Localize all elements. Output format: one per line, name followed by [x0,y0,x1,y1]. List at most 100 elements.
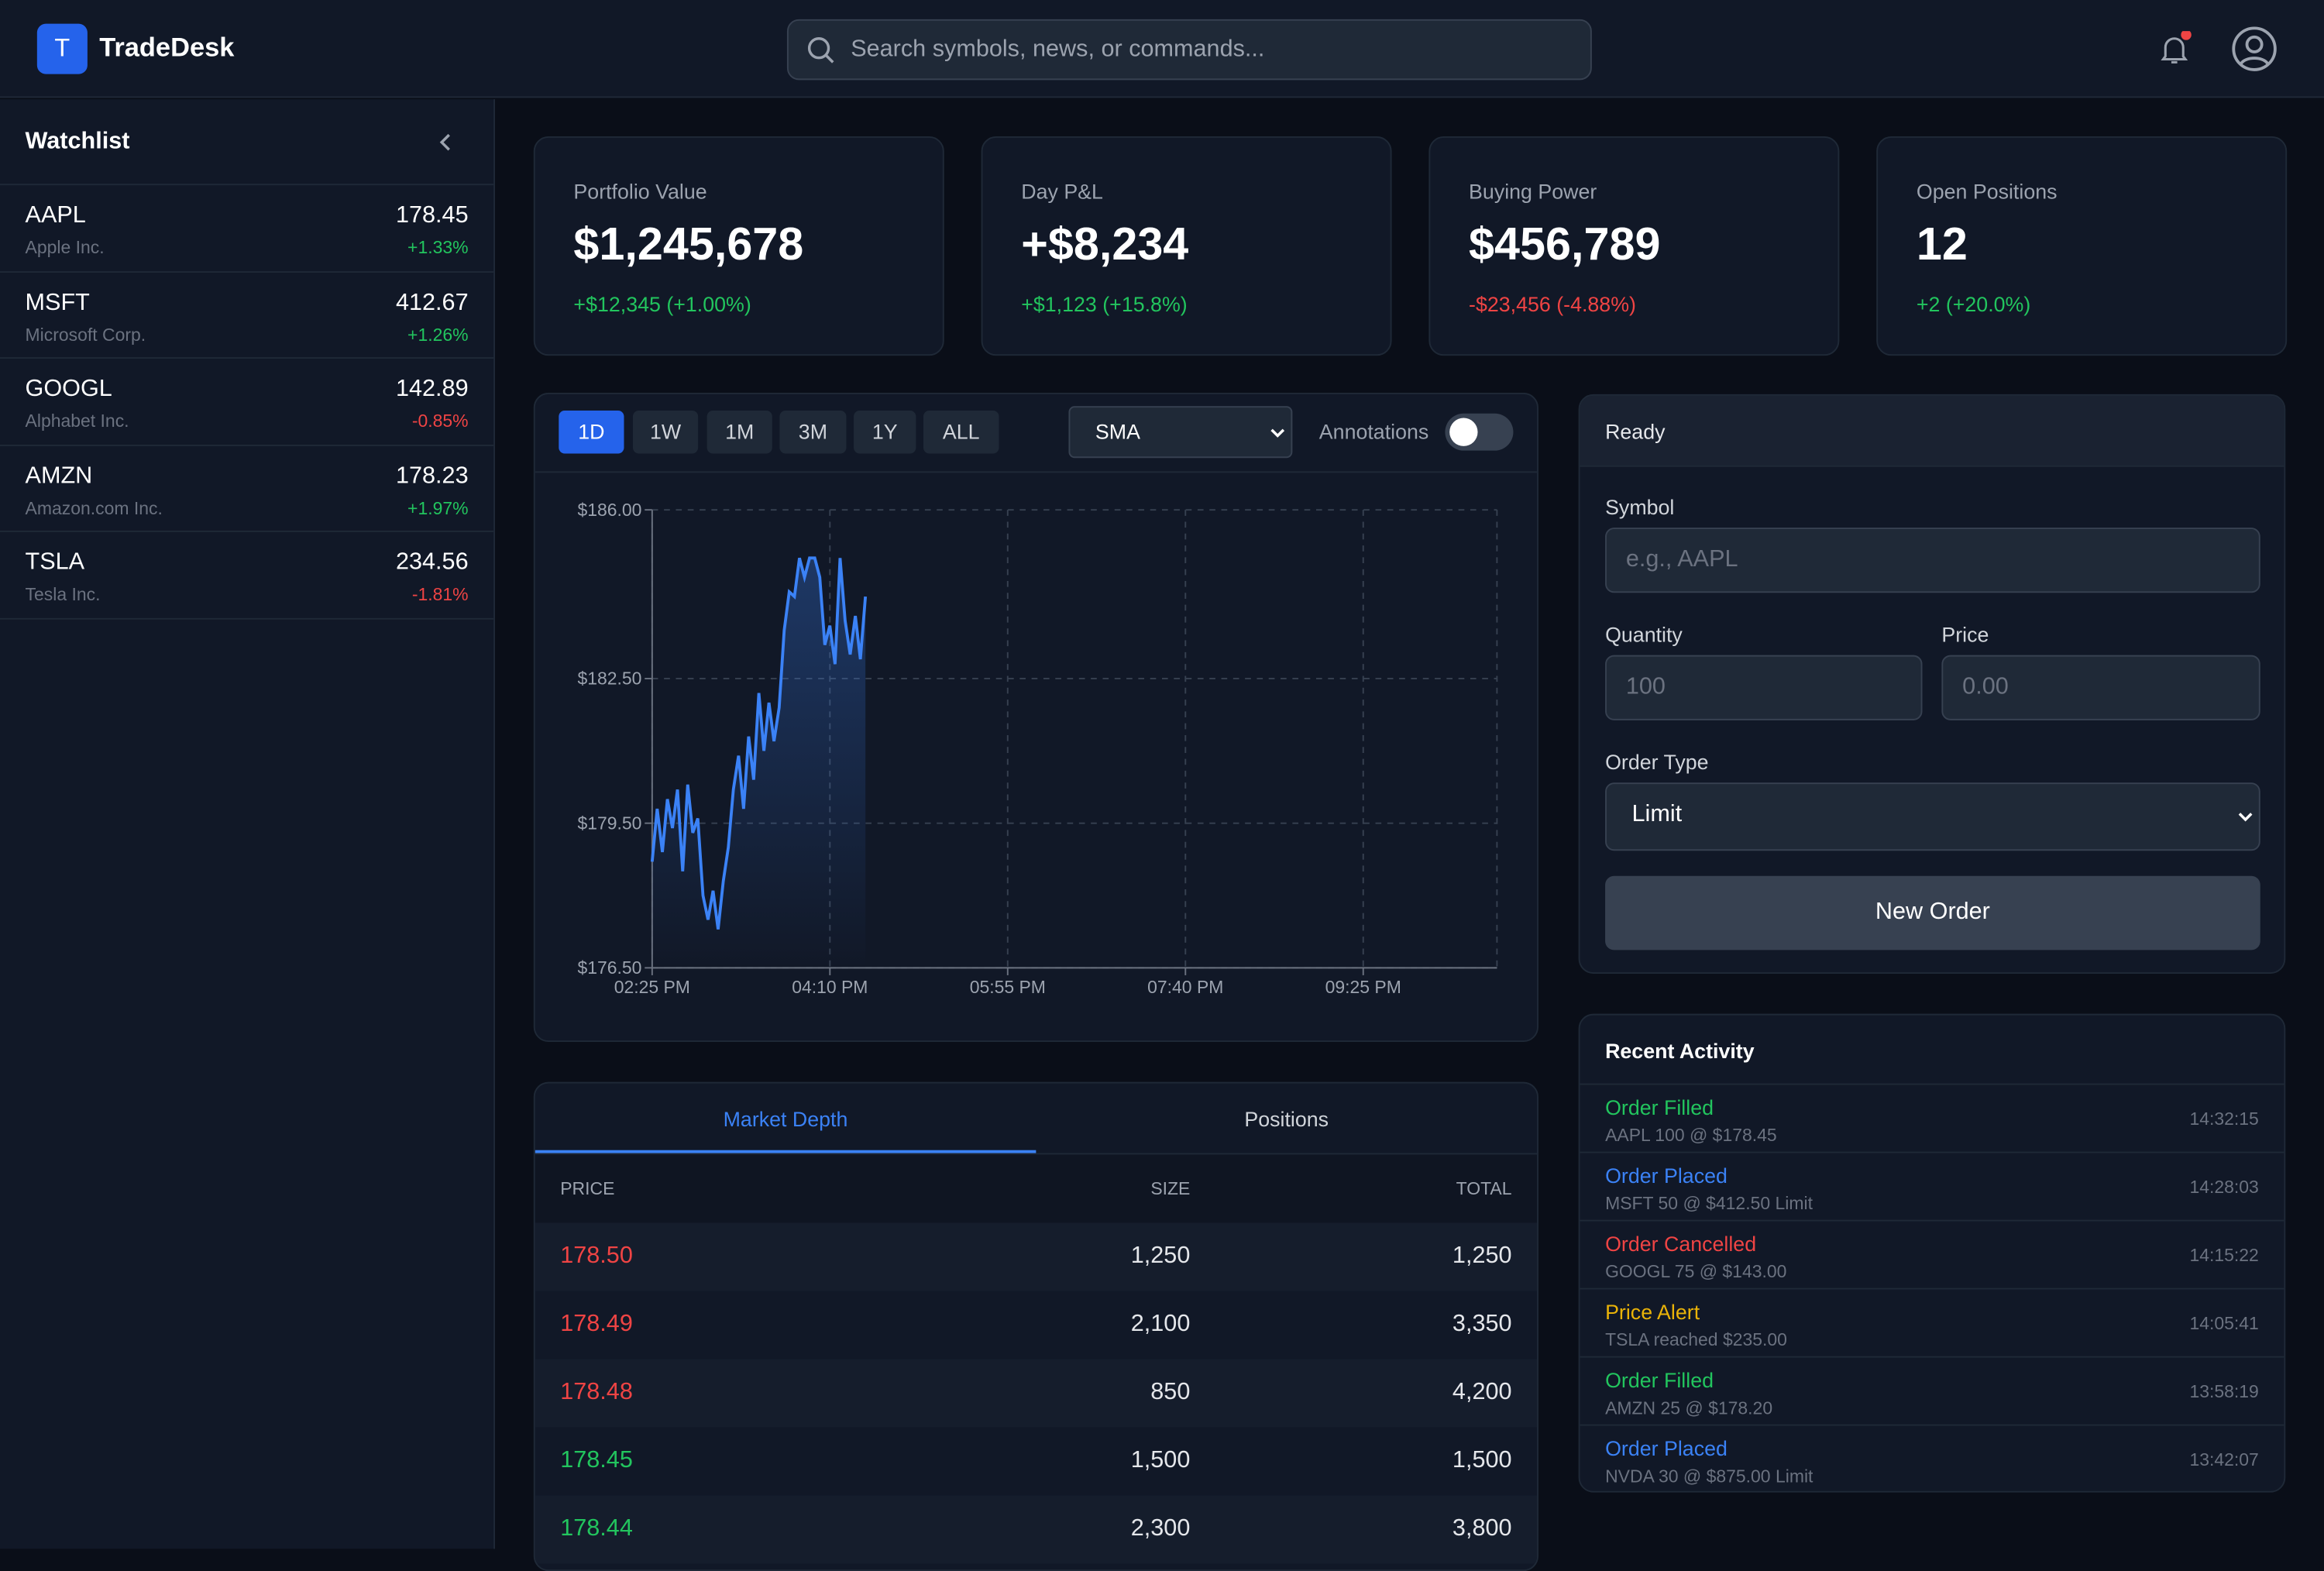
activity-title: Order Placed [1605,1436,1728,1460]
stat-change: +$12,345 (+1.00%) [573,292,904,316]
recent-activity-panel: Recent Activity Order Filled AAPL 100 @ … [1579,1014,2286,1493]
watchlist-sidebar: Watchlist AAPL Apple Inc. 178.45 +1.33% … [0,99,495,1549]
app-title: TradeDesk [99,33,234,64]
stat-value: $456,789 [1469,218,1800,271]
depth-row: 178.48 850 4,200 [535,1359,1537,1427]
change: -1.81% [412,584,469,605]
price-area [652,558,865,968]
chevron-down-icon [1270,427,1285,438]
price-input[interactable]: 0.00 [1941,655,2260,720]
watchlist-header: Watchlist [0,99,493,185]
activity-detail: AMZN 25 @ $178.20 [1605,1397,1772,1418]
stat-value: +$8,234 [1021,218,1352,271]
y-tick-label: $186.00 [578,500,642,520]
depth-price: 178.45 [560,1448,923,1474]
x-tick-label: 05:55 PM [970,977,1046,997]
depth-size: 1,250 [923,1243,1190,1270]
quantity-label: Quantity [1605,623,1683,647]
symbol: GOOGL [26,376,112,403]
market-depth-panel: Market Depth Positions PRICE SIZE TOTAL … [534,1082,1538,1571]
activity-item[interactable]: Order Filled AMZN 25 @ $178.20 13:58:19 [1580,1358,2284,1426]
search-input[interactable]: Search symbols, news, or commands... [787,19,1592,80]
activity-title: Order Filled [1605,1368,1714,1392]
chevron-down-icon [2238,811,2253,823]
activity-time: 14:05:41 [2189,1313,2258,1334]
stat-card: Portfolio Value $1,245,678 +$12,345 (+1.… [534,136,944,356]
watchlist-item[interactable]: GOOGL Alphabet Inc. 142.89 -0.85% [0,359,493,445]
company-name: Tesla Inc. [26,584,101,605]
activity-detail: GOOGL 75 @ $143.00 [1605,1261,1786,1282]
indicator-select[interactable]: SMA [1068,406,1292,458]
watchlist-item[interactable]: TSLA Tesla Inc. 234.56 -1.81% [0,532,493,619]
y-tick-label: $182.50 [578,669,642,689]
price-label: Price [1941,623,1989,647]
timeframe-all-button[interactable]: ALL [923,411,999,453]
timeframe-1y-button[interactable]: 1Y [854,411,916,453]
timeframe-3m-button[interactable]: 3M [779,411,846,453]
user-avatar-icon[interactable] [2230,26,2278,73]
company-name: Alphabet Inc. [26,411,129,431]
activity-item[interactable]: Order Cancelled GOOGL 75 @ $143.00 14:15… [1580,1222,2284,1290]
symbol: TSLA [26,550,85,576]
watchlist-item[interactable]: AMZN Amazon.com Inc. 178.23 +1.97% [0,445,493,532]
activity-time: 14:32:15 [2189,1109,2258,1129]
depth-price: 178.48 [560,1380,923,1406]
depth-row: 178.44 2,300 3,800 [535,1495,1537,1563]
stat-label: Portfolio Value [573,180,904,204]
watchlist-item[interactable]: AAPL Apple Inc. 178.45 +1.33% [0,185,493,272]
activity-item[interactable]: Order Filled AAPL 100 @ $178.45 14:32:15 [1580,1085,2284,1153]
depth-price: 178.49 [560,1311,923,1338]
col-total: TOTAL [1190,1178,1511,1199]
depth-total: 4,200 [1190,1380,1511,1406]
depth-total: 3,350 [1190,1311,1511,1338]
activity-title: Order Filled [1605,1095,1714,1119]
company-name: Amazon.com Inc. [26,497,163,518]
price: 178.23 [396,463,469,490]
watchlist-title: Watchlist [26,128,130,154]
company-name: Microsoft Corp. [26,324,146,345]
price: 412.67 [396,290,469,316]
collapse-chevron-icon[interactable] [437,131,455,152]
depth-price: 178.50 [560,1243,923,1270]
change: +1.33% [407,237,469,258]
tab-market-depth[interactable]: Market Depth [535,1084,1037,1153]
new-order-button[interactable]: New Order [1605,876,2260,951]
symbol: AMZN [26,463,93,490]
activity-time: 14:15:22 [2189,1245,2258,1266]
order-status: Ready [1580,396,2284,467]
activity-detail: TSLA reached $235.00 [1605,1329,1787,1350]
annotations-toggle[interactable] [1445,414,1513,451]
depth-total: 1,250 [1190,1243,1511,1270]
stat-value: 12 [1917,218,2247,271]
order-type-value: Limit [1632,802,1683,827]
activity-detail: NVDA 30 @ $875.00 Limit [1605,1466,1813,1487]
activity-time: 13:58:19 [2189,1381,2258,1402]
y-tick-label: $176.50 [578,957,642,978]
symbol-input[interactable]: e.g., AAPL [1605,528,2260,593]
timeframe-1w-button[interactable]: 1W [633,411,698,453]
notification-dot [2181,31,2191,40]
depth-total: 1,500 [1190,1448,1511,1474]
order-type-select[interactable]: Limit [1605,782,2260,851]
timeframe-1m-button[interactable]: 1M [707,411,772,453]
timeframe-1d-button[interactable]: 1D [559,411,624,453]
change: +1.26% [407,324,469,345]
price: 142.89 [396,376,469,403]
depth-price: 178.44 [560,1516,923,1542]
depth-size: 850 [923,1380,1190,1406]
col-price: PRICE [560,1178,923,1199]
activity-item[interactable]: Price Alert TSLA reached $235.00 14:05:4… [1580,1290,2284,1358]
activity-item[interactable]: Order Placed MSFT 50 @ $412.50 Limit 14:… [1580,1153,2284,1222]
tab-positions[interactable]: Positions [1036,1084,1537,1153]
bell-icon[interactable] [2157,31,2192,67]
watchlist-item[interactable]: MSFT Microsoft Corp. 412.67 +1.26% [0,272,493,359]
annotations-label: Annotations [1319,419,1428,443]
activity-item[interactable]: Order Placed NVDA 30 @ $875.00 Limit 13:… [1580,1426,2284,1493]
symbol: AAPL [26,203,86,229]
symbol-label: Symbol [1605,495,1674,519]
depth-size: 1,500 [923,1448,1190,1474]
x-tick-label: 02:25 PM [614,977,690,997]
quantity-input[interactable]: 100 [1605,655,1922,720]
stat-change: -$23,456 (-4.88%) [1469,292,1800,316]
